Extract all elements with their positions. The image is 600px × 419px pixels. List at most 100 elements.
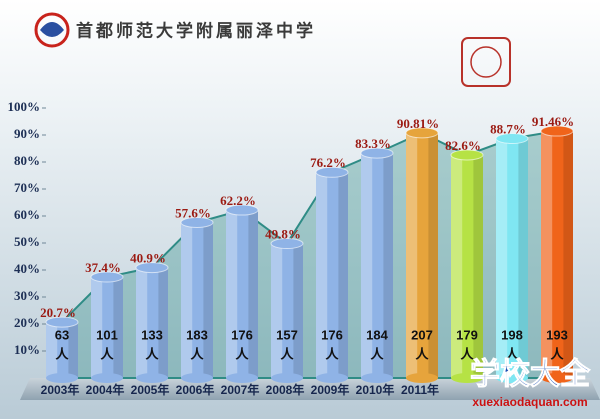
- bar: [226, 210, 258, 378]
- logo: [34, 12, 70, 48]
- bar-top: [450, 149, 484, 161]
- bar-shade: [91, 277, 103, 378]
- count-label: 133: [141, 327, 163, 342]
- bar: [361, 153, 393, 378]
- y-tick-label: 30%: [14, 288, 40, 303]
- x-tick-label: 2007年: [221, 382, 260, 397]
- bar-top: [90, 271, 124, 283]
- x-tick-label: 2008年: [266, 382, 305, 397]
- count-label: 198: [501, 327, 523, 342]
- bar-shade: [406, 132, 418, 378]
- value-label: 20.7%: [40, 305, 76, 320]
- bar-shadow: [383, 153, 393, 378]
- y-tick-label: 10%: [14, 342, 40, 357]
- count-label: 207: [411, 327, 433, 342]
- bar-bottom: [181, 373, 213, 383]
- count-label: 184: [366, 327, 388, 342]
- y-tick-label: 50%: [14, 234, 40, 249]
- bar: [136, 267, 168, 378]
- y-tick-label: 40%: [14, 261, 40, 276]
- value-label: 40.9%: [130, 251, 166, 266]
- watermark-url: xuexiaodaquan.com: [472, 395, 587, 409]
- bar: [91, 277, 123, 378]
- y-tick-label: 80%: [14, 153, 40, 168]
- bar-shadow: [518, 138, 528, 378]
- bar: [406, 132, 438, 378]
- count-unit: 人: [190, 346, 204, 361]
- bar: [46, 322, 78, 378]
- y-tick-label: 60%: [14, 207, 40, 222]
- value-label: 90.81%: [397, 116, 439, 131]
- count-label: 63: [55, 327, 69, 342]
- count-unit: 人: [415, 346, 429, 361]
- bar-shadow: [338, 172, 348, 378]
- bar-bottom: [46, 373, 78, 383]
- bar-shadow: [563, 131, 573, 378]
- bar-top: [225, 204, 259, 216]
- count-unit: 人: [100, 346, 114, 361]
- bar-bottom: [316, 373, 348, 383]
- bar: [181, 222, 213, 378]
- bar-shade: [451, 154, 463, 378]
- bar-top: [180, 216, 214, 228]
- bar-bottom: [451, 373, 483, 383]
- count-unit: 人: [550, 346, 564, 361]
- bar-bottom: [406, 373, 438, 383]
- count-label: 176: [321, 327, 343, 342]
- bar: [496, 138, 528, 378]
- value-label: 37.4%: [85, 260, 121, 275]
- x-tick-label: 2003年: [41, 382, 80, 397]
- x-tick-label: 2009年: [311, 382, 350, 397]
- bar-bottom: [496, 373, 528, 383]
- value-label: 83.3%: [355, 136, 391, 151]
- count-label: 101: [96, 327, 118, 342]
- count-label: 179: [456, 327, 478, 342]
- bar: [541, 131, 573, 378]
- count-label: 193: [546, 327, 568, 342]
- bar-top: [540, 125, 574, 137]
- bar: [316, 172, 348, 378]
- watermark: 学校大全: [470, 357, 591, 391]
- bar-shade: [46, 322, 58, 378]
- count-label: 157: [276, 327, 298, 342]
- bar-bottom: [271, 373, 303, 383]
- x-tick-label: 2005年: [131, 382, 170, 397]
- count-unit: 人: [370, 346, 384, 361]
- value-label: 76.2%: [310, 155, 346, 170]
- floor: [20, 378, 600, 400]
- x-tick-label: 2006年: [176, 382, 215, 397]
- bar: [451, 154, 483, 378]
- count-unit: 人: [505, 346, 519, 361]
- bar-shadow: [248, 210, 258, 378]
- bar-shade: [226, 210, 238, 378]
- bar-bottom: [226, 373, 258, 383]
- bar-shade: [181, 222, 193, 378]
- bar-top: [270, 238, 304, 250]
- bar-top: [135, 262, 169, 274]
- bar-shadow: [158, 267, 168, 378]
- bar-shade: [361, 153, 373, 378]
- count-label: 183: [186, 327, 208, 342]
- count-unit: 人: [325, 346, 339, 361]
- value-label: 91.46%: [532, 114, 574, 129]
- value-label: 62.2%: [220, 193, 256, 208]
- chart-title: 首都师范大学附属丽泽中学: [76, 20, 316, 40]
- count-unit: 人: [280, 346, 294, 361]
- y-tick-label: 100%: [8, 99, 41, 114]
- bar-top: [45, 316, 79, 328]
- y-tick-label: 90%: [14, 126, 40, 141]
- count-unit: 人: [235, 346, 249, 361]
- bar-shadow: [68, 322, 78, 378]
- count-label: 176: [231, 327, 253, 342]
- x-tick-label: 2010年: [356, 382, 395, 397]
- bar-shadow: [428, 132, 438, 378]
- x-tick-label: 2004年: [86, 382, 125, 397]
- y-tick-label: 20%: [14, 315, 40, 330]
- bar-top: [495, 133, 529, 145]
- count-unit: 人: [55, 346, 69, 361]
- bar-shadow: [203, 222, 213, 378]
- bar-shade: [496, 138, 508, 378]
- bar-shadow: [293, 243, 303, 378]
- x-tick-label: 2011年: [401, 382, 439, 397]
- bar-shade: [271, 243, 283, 378]
